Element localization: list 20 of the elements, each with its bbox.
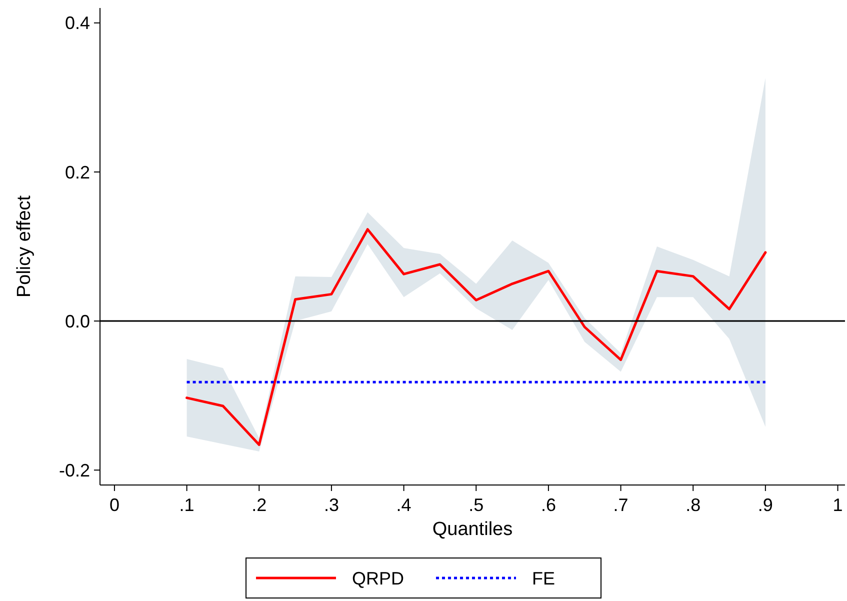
x-tick-label: 0 xyxy=(109,495,120,515)
x-axis-title: Quantiles xyxy=(432,519,513,540)
x-tick-label: .1 xyxy=(179,495,194,515)
x-tick-label: .3 xyxy=(324,495,339,515)
x-tick-label: .6 xyxy=(540,495,556,515)
x-tick-label: .7 xyxy=(613,495,628,515)
y-tick-label: 0.2 xyxy=(64,162,90,182)
y-axis-title: Policy effect xyxy=(14,194,35,298)
y-tick-label: 0.4 xyxy=(64,13,90,34)
x-tick-label: 1 xyxy=(832,495,843,515)
x-tick-label: .8 xyxy=(686,495,701,515)
legend-label: QRPD xyxy=(352,568,404,588)
x-tick-label: .4 xyxy=(396,495,412,515)
legend-label: FE xyxy=(532,568,556,588)
line-series xyxy=(186,228,767,446)
x-tick-label: .5 xyxy=(468,495,484,515)
x-tick-label: .2 xyxy=(252,495,267,515)
y-tick-label: 0.0 xyxy=(64,311,90,332)
x-tick-label: .9 xyxy=(758,495,773,515)
y-tick-label: -0.2 xyxy=(58,460,90,480)
